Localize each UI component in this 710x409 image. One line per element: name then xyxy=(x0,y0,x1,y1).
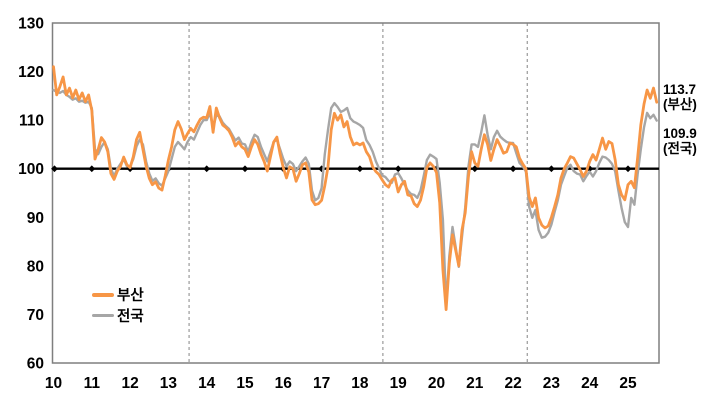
y-axis-tick-label: 130 xyxy=(18,16,44,33)
end-series-busan: (부산) xyxy=(663,96,697,112)
x-axis-tick-label: 24 xyxy=(581,375,599,392)
x-axis-tick-label: 23 xyxy=(543,375,561,392)
baseline-marker xyxy=(241,165,249,173)
x-axis-tick-label: 14 xyxy=(198,375,216,392)
legend: 부산 전국 xyxy=(92,286,144,325)
end-label-nationwide: 109.9 (전국) xyxy=(663,126,697,157)
end-value-nationwide: 109.9 xyxy=(663,126,697,141)
x-axis-tick-label: 22 xyxy=(504,375,521,392)
y-axis-tick-label: 90 xyxy=(27,210,44,227)
x-axis-tick-label: 10 xyxy=(45,375,62,392)
legend-label-busan: 부산 xyxy=(117,288,144,304)
y-axis-tick-label: 120 xyxy=(18,64,44,81)
y-axis-tick-label: 80 xyxy=(27,258,44,275)
end-label-busan: 113.7 (부산) xyxy=(663,82,697,113)
x-axis-tick-label: 19 xyxy=(390,375,408,392)
y-axis-tick-label: 100 xyxy=(18,161,44,178)
nationwide-line-swatch xyxy=(92,314,114,317)
baseline-marker xyxy=(356,165,364,173)
x-axis-tick-label: 25 xyxy=(619,375,637,392)
baseline-marker xyxy=(433,165,440,173)
baseline-marker xyxy=(88,165,96,173)
y-axis-tick-label: 110 xyxy=(19,113,44,130)
baseline-marker xyxy=(394,165,402,173)
baseline-marker xyxy=(509,165,517,173)
x-axis-tick-label: 18 xyxy=(351,375,369,392)
x-axis-tick-label: 21 xyxy=(466,375,484,392)
y-axis-tick-label: 70 xyxy=(27,307,44,324)
end-series-nationwide: (전국) xyxy=(663,140,697,156)
baseline-marker xyxy=(471,165,479,173)
legend-item-busan: 부산 xyxy=(92,286,144,304)
x-axis-tick-label: 16 xyxy=(275,375,293,392)
x-axis-tick-label: 15 xyxy=(236,375,254,392)
busan-line-swatch xyxy=(92,292,114,297)
nationwide-line xyxy=(52,88,658,306)
x-axis-tick-label: 11 xyxy=(84,375,101,392)
baseline-marker xyxy=(624,165,632,173)
x-axis-tick-label: 13 xyxy=(160,375,178,392)
busan-line xyxy=(52,65,659,312)
x-axis-tick-label: 20 xyxy=(428,375,445,392)
legend-item-nationwide: 전국 xyxy=(92,307,144,325)
baseline-marker xyxy=(203,165,211,173)
x-axis-tick-label: 17 xyxy=(313,375,330,392)
x-axis-tick-label: 12 xyxy=(121,375,138,392)
baseline-marker xyxy=(548,165,555,173)
end-value-busan: 113.7 xyxy=(663,82,697,97)
legend-label-nationwide: 전국 xyxy=(117,309,144,325)
plot-border xyxy=(51,22,660,364)
baseline-marker xyxy=(51,165,58,173)
y-axis-tick-label: 60 xyxy=(27,356,44,373)
